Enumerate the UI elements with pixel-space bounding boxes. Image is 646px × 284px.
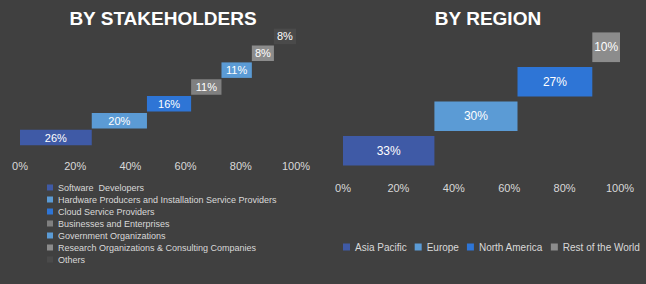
svg-text:80%: 80%	[554, 182, 576, 194]
svg-text:North America: North America	[479, 242, 543, 253]
svg-text:8%: 8%	[277, 30, 293, 42]
svg-text:40%: 40%	[443, 182, 465, 194]
svg-text:11%: 11%	[196, 81, 217, 93]
svg-text:100%: 100%	[282, 160, 310, 172]
svg-text:20%: 20%	[64, 160, 86, 172]
svg-text:BY REGION: BY REGION	[435, 8, 541, 29]
svg-text:Rest of the World: Rest of the World	[563, 242, 640, 253]
svg-text:Others: Others	[58, 255, 86, 265]
svg-text:30%: 30%	[464, 109, 488, 123]
svg-text:100%: 100%	[606, 182, 634, 194]
svg-text:60%: 60%	[498, 182, 520, 194]
svg-text:33%: 33%	[377, 144, 401, 158]
svg-text:Research Organizations & Consu: Research Organizations & Consulting Comp…	[58, 243, 257, 253]
svg-text:0%: 0%	[335, 182, 351, 194]
svg-text:10%: 10%	[594, 40, 618, 54]
svg-text:Europe: Europe	[427, 242, 460, 253]
svg-text:Software Developers: Software Developers	[58, 183, 145, 193]
svg-text:26%: 26%	[45, 132, 67, 144]
svg-text:11%: 11%	[226, 64, 247, 76]
svg-text:Asia Pacific: Asia Pacific	[355, 242, 407, 253]
svg-text:40%: 40%	[119, 160, 141, 172]
svg-text:27%: 27%	[543, 75, 567, 89]
svg-text:BY STAKEHOLDERS: BY STAKEHOLDERS	[69, 8, 256, 29]
svg-text:Government Organizations: Government Organizations	[58, 231, 166, 241]
svg-text:Businesses and Enterprises: Businesses and Enterprises	[58, 219, 170, 229]
svg-text:0%: 0%	[12, 160, 28, 172]
svg-text:8%: 8%	[255, 47, 271, 59]
svg-text:80%: 80%	[230, 160, 252, 172]
svg-text:60%: 60%	[175, 160, 197, 172]
svg-text:20%: 20%	[108, 115, 130, 127]
svg-text:16%: 16%	[158, 98, 180, 110]
svg-text:Cloud Service Providers: Cloud Service Providers	[58, 207, 155, 217]
svg-text:20%: 20%	[387, 182, 409, 194]
svg-text:Hardware Producers and Install: Hardware Producers and Installation Serv…	[58, 195, 277, 205]
